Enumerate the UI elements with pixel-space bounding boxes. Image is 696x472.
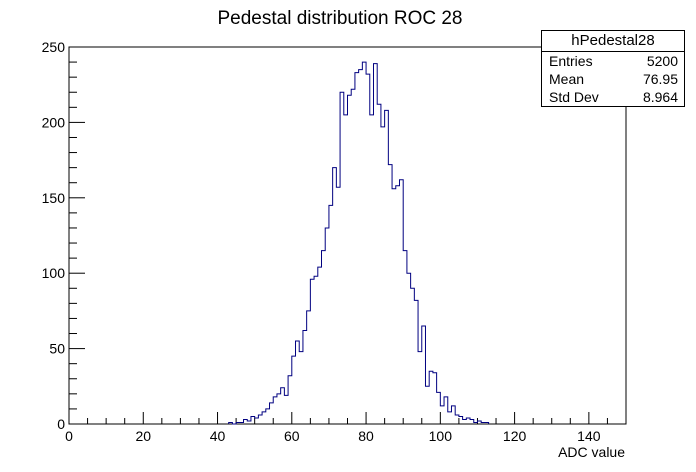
histogram-bin bbox=[288, 376, 292, 424]
histogram-bin bbox=[359, 70, 363, 424]
histogram-bin bbox=[355, 73, 359, 424]
histogram-bin bbox=[273, 397, 277, 424]
histogram-bin bbox=[303, 331, 307, 424]
histogram-bin bbox=[463, 419, 467, 424]
histogram-bin bbox=[385, 110, 389, 424]
x-tick-label: 100 bbox=[429, 428, 453, 444]
histogram-bin bbox=[437, 392, 441, 424]
histogram-bin bbox=[433, 373, 437, 424]
histogram-bin bbox=[470, 419, 474, 424]
x-axis-label: ADC value bbox=[558, 444, 625, 460]
histogram-bin bbox=[314, 276, 318, 424]
histogram-bin bbox=[455, 415, 459, 424]
histogram-bin bbox=[258, 415, 262, 424]
histogram-bin bbox=[392, 189, 396, 424]
histogram-bin bbox=[388, 165, 392, 424]
histogram-bin bbox=[429, 371, 433, 424]
histogram-bin bbox=[362, 62, 366, 424]
stats-box: hPedestal28 Entries 5200 Mean 76.95 Std … bbox=[541, 30, 685, 107]
histogram-bin bbox=[366, 74, 370, 424]
histogram-bin bbox=[444, 397, 448, 424]
stats-row-entries: Entries 5200 bbox=[542, 52, 684, 70]
histogram-bin bbox=[292, 356, 296, 424]
x-tick-label: 140 bbox=[577, 428, 601, 444]
histogram-bin bbox=[399, 180, 403, 424]
histogram-bin bbox=[325, 228, 329, 424]
histogram-line bbox=[228, 61, 490, 425]
histogram-bin bbox=[329, 205, 333, 424]
histogram-bin bbox=[451, 406, 455, 424]
histogram-bin bbox=[277, 394, 281, 424]
x-tick-label: 120 bbox=[503, 428, 527, 444]
histogram-bin bbox=[418, 352, 422, 424]
stats-value: 8.964 bbox=[642, 89, 678, 105]
histogram-bin bbox=[377, 104, 381, 424]
axis-ticks bbox=[68, 46, 627, 425]
stats-value: 76.95 bbox=[642, 71, 678, 87]
histogram-bin bbox=[403, 251, 407, 424]
y-tick-label: 100 bbox=[42, 265, 66, 281]
x-tick-label: 80 bbox=[358, 428, 374, 444]
histogram-bin bbox=[373, 64, 377, 424]
stats-row-mean: Mean 76.95 bbox=[542, 70, 684, 88]
histogram-bin bbox=[440, 406, 444, 424]
histogram-bin bbox=[348, 95, 352, 424]
histogram-bin bbox=[281, 388, 285, 424]
histogram-bin bbox=[411, 288, 415, 424]
x-tick-label: 40 bbox=[210, 428, 226, 444]
histogram-bin bbox=[255, 418, 259, 424]
histogram-bin bbox=[284, 395, 288, 424]
histogram-bin bbox=[270, 403, 274, 424]
stats-row-stddev: Std Dev 8.964 bbox=[542, 88, 684, 106]
histogram-bin bbox=[448, 412, 452, 424]
histogram-bin bbox=[322, 251, 326, 424]
histogram-bin bbox=[251, 416, 255, 424]
histogram-bin bbox=[262, 412, 266, 424]
histogram-bin bbox=[351, 89, 355, 424]
stats-label: Std Dev bbox=[549, 89, 599, 105]
stats-box-title: hPedestal28 bbox=[542, 31, 684, 52]
histogram-bin bbox=[244, 419, 248, 424]
x-tick-labels: 0 20 40 60 80 100 120 140 bbox=[65, 428, 601, 444]
y-tick-label: 250 bbox=[42, 39, 66, 55]
histogram-bin bbox=[407, 273, 411, 424]
chart-title: Pedestal distribution ROC 28 bbox=[217, 8, 462, 29]
y-tick-label: 50 bbox=[49, 341, 65, 357]
histogram-bins bbox=[229, 62, 489, 424]
histogram-bin bbox=[333, 168, 337, 424]
histogram-bin bbox=[414, 300, 418, 424]
histogram-bin bbox=[318, 267, 322, 424]
histogram-bin bbox=[370, 115, 374, 424]
stats-label: Mean bbox=[549, 71, 585, 87]
x-tick-label: 20 bbox=[135, 428, 151, 444]
histogram-bin bbox=[340, 92, 344, 424]
histogram-bin bbox=[425, 386, 429, 424]
y-tick-labels: 0 50 100 150 200 250 bbox=[42, 39, 66, 432]
x-tick-label: 0 bbox=[65, 428, 73, 444]
histogram-bin bbox=[396, 186, 400, 424]
y-tick-label: 200 bbox=[42, 114, 66, 130]
histogram-bin bbox=[296, 341, 300, 424]
histogram-bin bbox=[299, 352, 303, 424]
histogram-bin bbox=[459, 416, 463, 424]
histogram-bin bbox=[344, 115, 348, 424]
histogram-bin bbox=[307, 311, 311, 424]
histogram-bin bbox=[336, 187, 340, 424]
x-tick-label: 60 bbox=[284, 428, 300, 444]
stats-value: 5200 bbox=[646, 53, 678, 69]
histogram-bin bbox=[266, 409, 270, 424]
histogram-bin bbox=[422, 326, 426, 424]
histogram-bin bbox=[466, 418, 470, 424]
histogram-bin bbox=[381, 127, 385, 424]
y-tick-label: 0 bbox=[57, 416, 65, 432]
histogram-bin bbox=[310, 279, 314, 424]
stats-label: Entries bbox=[549, 53, 593, 69]
y-tick-label: 150 bbox=[42, 190, 66, 206]
